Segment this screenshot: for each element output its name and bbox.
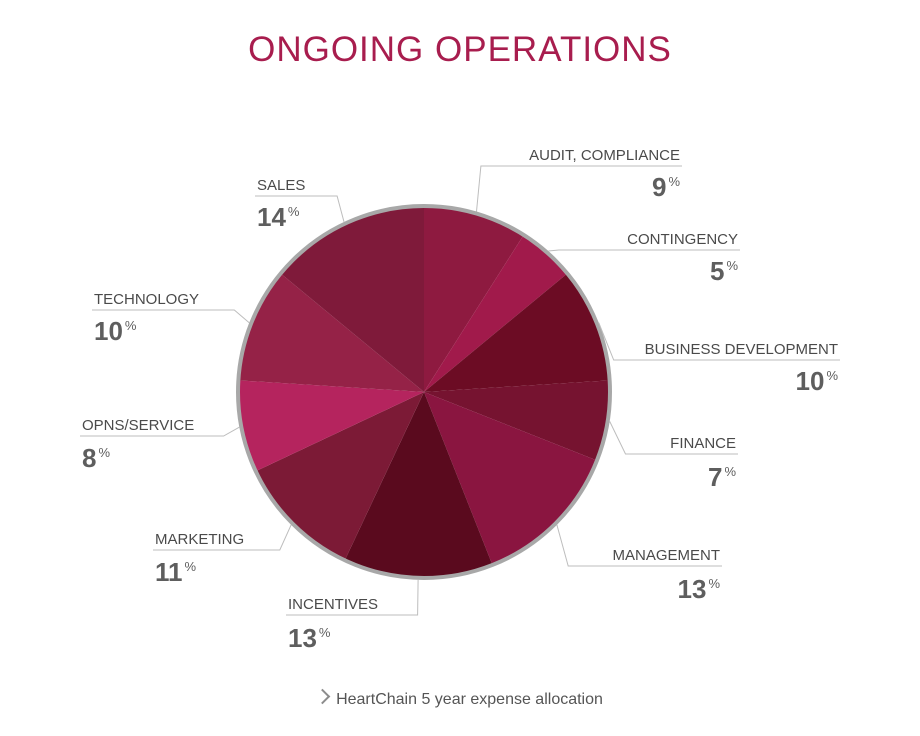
leader-line-management [556,524,722,567]
leader-line-finance [609,421,738,455]
chart-caption: HeartChain 5 year expense allocation [0,688,920,709]
leader-line-audit-compliance [476,165,682,212]
pie-slice-management [424,392,597,565]
value-label-business-development: 10% [796,366,839,396]
value-label-technology: 10% [94,316,137,346]
value-label-contingency: 5% [710,256,738,286]
pie-slice-finance [424,380,610,461]
category-label-sales: SALES [257,177,305,194]
category-label-opns-service: OPNS/SERVICE [82,417,194,434]
value-label-finance: 7% [708,462,736,492]
value-label-opns-service: 8% [82,443,110,473]
pie-slices [238,206,610,579]
category-label-technology: TECHNOLOGY [94,291,199,308]
pie-labels: AUDIT, COMPLIANCE 9 % CONTINGENCY 5 % BUSINESS… [80,147,840,653]
leader-line-marketing [153,524,292,551]
leader-line-contingency [548,249,740,252]
pie-slice-contingency [424,234,568,392]
value-label-marketing: 11% [155,557,197,587]
value-label-sales: 14% [257,202,300,232]
chart-title: ONGOING OPERATIONS [248,30,672,69]
leader-line-incentives [286,579,419,616]
category-label-audit-compliance: AUDIT, COMPLIANCE [529,147,680,164]
leader-line-sales [255,195,345,223]
category-label-contingency: CONTINGENCY [627,231,738,248]
pie-slice-technology [238,273,424,392]
category-label-business-development: BUSINESS DEVELOPMENT [645,341,838,358]
value-label-incentives: 13% [288,623,331,653]
pie-slice-audit-compliance [424,206,524,392]
category-label-incentives: INCENTIVES [288,596,378,613]
leader-line-technology [92,309,250,324]
leader-line-opns-service [80,426,240,437]
value-label-audit-compliance: 9% [652,172,680,202]
pie-slice-opns-service [238,380,424,472]
chevron-right-icon [314,688,331,705]
caption-text: HeartChain 5 year expense allocation [336,691,603,708]
leader-line-business-development [598,322,840,361]
category-label-finance: FINANCE [670,435,736,452]
pie-slice-business-development [424,273,610,392]
value-label-management: 13% [678,574,721,604]
category-label-management: MANAGEMENT [612,547,720,564]
pie-slice-marketing [255,392,424,561]
pie-slice-sales [280,206,424,392]
pie-outline [236,204,612,580]
pie-slice-incentives [344,392,493,579]
category-label-marketing: MARKETING [155,531,244,548]
